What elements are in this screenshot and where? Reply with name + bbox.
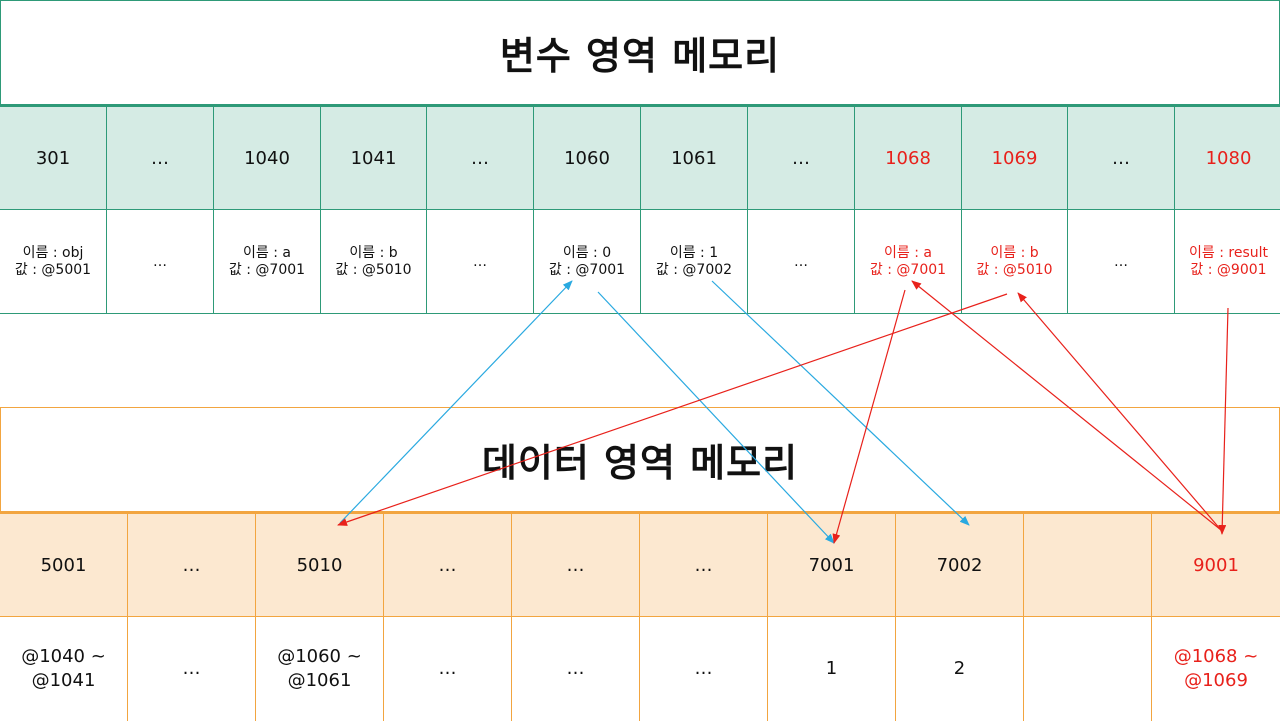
variable-value-cell: 이름 : 0 값 : @7001 xyxy=(534,210,641,314)
data-area-title: 데이터 영역 메모리 xyxy=(0,407,1280,511)
variable-value-cell: 이름 : a 값 : @7001 xyxy=(214,210,321,314)
variable-address-cell: 1060 xyxy=(534,107,641,209)
data-value-cell: 2 xyxy=(896,617,1024,721)
data-value-cell: … xyxy=(640,617,768,721)
variable-value-cell: 이름 : result 값 : @9001 xyxy=(1189,245,1268,278)
data-value-cell: @1060 ~ @1061 xyxy=(256,617,384,721)
variable-address-row: 301… 1040 1041… 1060 1061… 1068 1069… 1080 xyxy=(0,104,1280,209)
variable-value-cell: 이름 : 1 값 : @7002 xyxy=(641,210,748,314)
data-value-cell: 1 xyxy=(768,617,896,721)
variable-address-cell: … xyxy=(748,107,855,209)
variable-value-cell: 이름 : a 값 : @7001 xyxy=(855,210,962,314)
variable-address-cell: 1069 xyxy=(962,107,1068,209)
data-address-cell xyxy=(1024,514,1152,616)
variable-value-cell: 이름 : b 값 : @5010 xyxy=(321,210,427,314)
data-address-row: 5001… 5010……… 7001 7002 9001 xyxy=(0,511,1280,616)
data-address-cell: 7002 xyxy=(896,514,1024,616)
data-address-cell: … xyxy=(512,514,640,616)
variable-area-title: 변수 영역 메모리 xyxy=(0,0,1280,104)
variable-address-cell: 1068 xyxy=(855,107,962,209)
variable-value-cell: … xyxy=(1068,210,1175,314)
data-value-cell xyxy=(1024,617,1152,721)
variable-address-cell: 1080 xyxy=(1205,147,1252,169)
data-value-cell: … xyxy=(128,617,256,721)
variable-address-cell: 1041 xyxy=(321,107,427,209)
data-value-cell: @1068 ~ @1069 xyxy=(1173,646,1259,691)
variable-address-cell: … xyxy=(1068,107,1175,209)
data-value-cell: … xyxy=(512,617,640,721)
variable-value-cell: 이름 : b 값 : @5010 xyxy=(962,210,1068,314)
variable-address-cell: 301 xyxy=(0,107,107,209)
variable-value-cell: … xyxy=(107,210,214,314)
variable-address-cell: 1061 xyxy=(641,107,748,209)
data-address-cell: 5010 xyxy=(256,514,384,616)
data-address-cell: 9001 xyxy=(1193,554,1239,576)
variable-value-cell: … xyxy=(427,210,534,314)
variable-value-cell: … xyxy=(748,210,855,314)
variable-address-cell: 1040 xyxy=(214,107,321,209)
data-address-cell: 5001 xyxy=(0,514,128,616)
data-address-cell: … xyxy=(384,514,512,616)
variable-value-cell: 이름 : obj 값 : @5001 xyxy=(0,210,107,314)
data-value-cell: @1040 ~ @1041 xyxy=(0,617,128,721)
data-value-cell: … xyxy=(384,617,512,721)
data-value-row: @1040 ~ @1041… @1060 ~ @1061……… 1 2 @1068 ~ … xyxy=(0,616,1280,721)
data-address-cell: … xyxy=(640,514,768,616)
variable-value-row: 이름 : obj 값 : @5001… 이름 : a 값 : @7001 이름 : … xyxy=(0,209,1280,314)
data-address-cell: … xyxy=(128,514,256,616)
variable-address-cell: … xyxy=(107,107,214,209)
variable-address-cell: … xyxy=(427,107,534,209)
data-address-cell: 7001 xyxy=(768,514,896,616)
